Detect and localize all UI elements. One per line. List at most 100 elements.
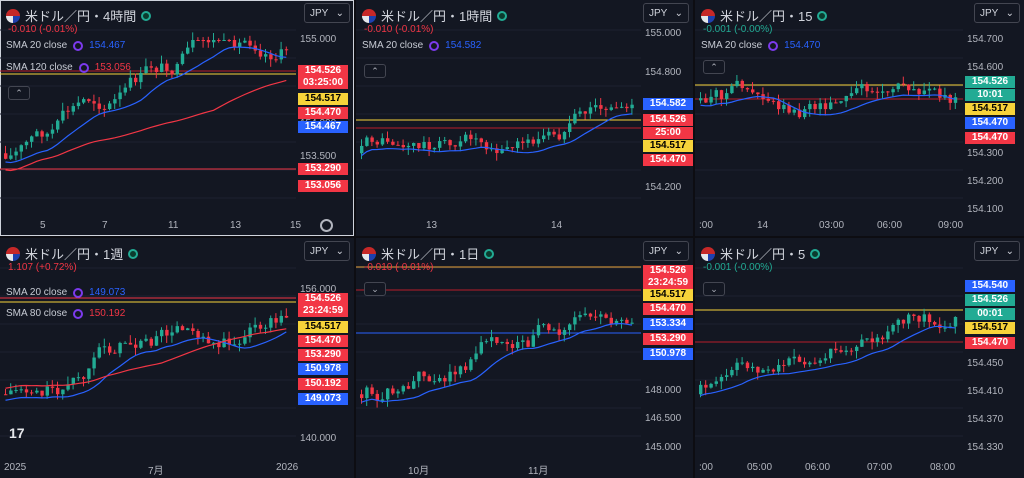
indicator-settings-icon[interactable] [78,62,89,73]
price-label: 153.290 [643,333,693,345]
us-jp-flag-icon [701,8,715,23]
price-plot[interactable] [0,0,296,216]
indicator-legend[interactable]: SMA 20 close 154.467 [6,40,125,51]
candle-body [912,314,916,316]
candle-body [745,88,750,90]
currency-select[interactable]: JPY ⌄ [643,3,689,23]
candle-body [412,381,416,389]
candle-body [458,141,463,147]
candle-body [365,387,369,399]
candle-body [886,91,890,93]
candle-body [123,87,127,93]
indicator-settings-icon[interactable] [73,287,84,298]
indicator-legend[interactable]: SMA 80 close 150.192 [6,308,125,319]
candle-body [771,369,776,372]
candle-body [417,143,421,149]
legend-toggle-button[interactable]: ⌃ [8,86,30,100]
candle-body [745,362,750,369]
chart-panel-p5[interactable]: 米ドル／円・1日 -0.010 (-0.01%) ⌄ JPY ⌄ 148.000 146.5… [356,238,693,478]
candle-body [196,330,200,338]
candle-body [35,390,39,393]
symbol-header[interactable]: 米ドル／円・5 [701,244,821,263]
candle-body [578,111,582,114]
candle-body [448,371,452,382]
indicator-label: SMA 80 close [6,308,68,319]
price-plot[interactable] [695,238,963,458]
indicator-legend[interactable]: SMA 120 close 153.056 [6,62,131,73]
candle-body [777,364,781,372]
indicator-legend[interactable]: SMA 20 close 154.470 [701,40,820,51]
candle-body [396,144,400,146]
chart-panel-p4[interactable]: 米ドル／円・1週 1.107 (+0.72%) SMA 20 close 149.07… [0,238,354,478]
currency-select[interactable]: JPY ⌄ [304,3,350,23]
candle-body [766,369,770,371]
currency-select[interactable]: JPY ⌄ [643,241,689,261]
candle-body [92,357,96,369]
candle-body [427,141,431,150]
currency-select[interactable]: JPY ⌄ [304,241,350,261]
chart-panel-p2[interactable]: 米ドル／円・1時間 -0.010 (-0.01%) SMA 20 close 154.… [356,0,693,236]
candle-body [108,103,112,110]
price-plot[interactable] [356,238,641,458]
price-label: 154.526 [965,294,1015,306]
legend-toggle-button[interactable]: ⌃ [703,60,725,74]
symbol-header[interactable]: 米ドル／円・1時間 [362,6,508,25]
price-plot[interactable] [356,0,641,216]
price-plot[interactable] [0,238,296,458]
price-label: 154.517 [298,93,348,105]
candle-body [594,105,598,108]
indicator-label: SMA 20 close [6,40,68,51]
indicator-settings-icon[interactable] [768,40,779,51]
candle-body [599,105,603,109]
legend-toggle-button[interactable]: ⌄ [703,282,725,296]
candle-body [175,63,179,75]
chart-panel-p3[interactable]: 米ドル／円・15 -0.001 (-0.00%) SMA 20 close 154.4… [695,0,1024,236]
candle-body [422,141,426,149]
candle-body [274,59,278,61]
candle-body [274,318,278,323]
indicator-settings-icon[interactable] [73,40,84,51]
indicator-settings-icon[interactable] [429,40,440,51]
market-open-icon [484,248,495,259]
candle-body [139,340,143,348]
candle-body [943,327,947,329]
candle-body [907,84,911,91]
currency-select[interactable]: JPY ⌄ [974,3,1020,23]
candle-body [206,336,211,344]
chart-panel-p1[interactable]: 米ドル／円・4時間 -0.010 (-0.01%) SMA 20 close 154.… [0,0,354,236]
candle-body [464,134,468,142]
price-change: -0.001 (-0.00%) [703,24,773,35]
indicator-legend[interactable]: SMA 20 close 149.073 [6,287,125,298]
candle-body [740,80,744,89]
price-label: 154.526 [965,76,1015,88]
price-label: 154.526 [643,265,693,277]
candle-body [782,104,786,110]
candle-body [505,341,509,345]
legend-toggle-button[interactable]: ⌄ [364,282,386,296]
symbol-header[interactable]: 米ドル／円・1週 [6,244,139,263]
price-axis-tick: 155.000 [645,28,682,39]
symbol-header[interactable]: 米ドル／円・4時間 [6,6,152,25]
settings-gear-icon[interactable] [320,219,333,232]
indicator-legend[interactable]: SMA 20 close 154.582 [362,40,481,51]
us-jp-flag-icon [6,8,20,23]
price-plot[interactable] [695,0,963,216]
chevron-down-icon: ⌄ [674,245,683,257]
candle-body [401,386,405,392]
legend-toggle-button[interactable]: ⌃ [364,64,386,78]
symbol-header[interactable]: 米ドル／円・15 [701,6,828,25]
candle-body [735,362,739,370]
candle-body [725,93,729,99]
candle-body [154,67,159,72]
price-axis-tick: 154.200 [967,176,1004,187]
indicator-value: 154.470 [784,40,821,51]
candle-body [19,145,23,152]
candle-body [479,342,483,354]
chart-panel-p6[interactable]: 米ドル／円・5 -0.001 (-0.00%) ⌄ JPY ⌄ 154.450 154.41… [695,238,1024,478]
currency-select[interactable]: JPY ⌄ [974,241,1020,261]
symbol-header[interactable]: 米ドル／円・1日 [362,244,495,263]
candle-body [401,144,405,148]
time-axis-tick: 5 [40,220,46,231]
price-label: 154.526 [298,65,348,77]
indicator-settings-icon[interactable] [73,308,84,319]
